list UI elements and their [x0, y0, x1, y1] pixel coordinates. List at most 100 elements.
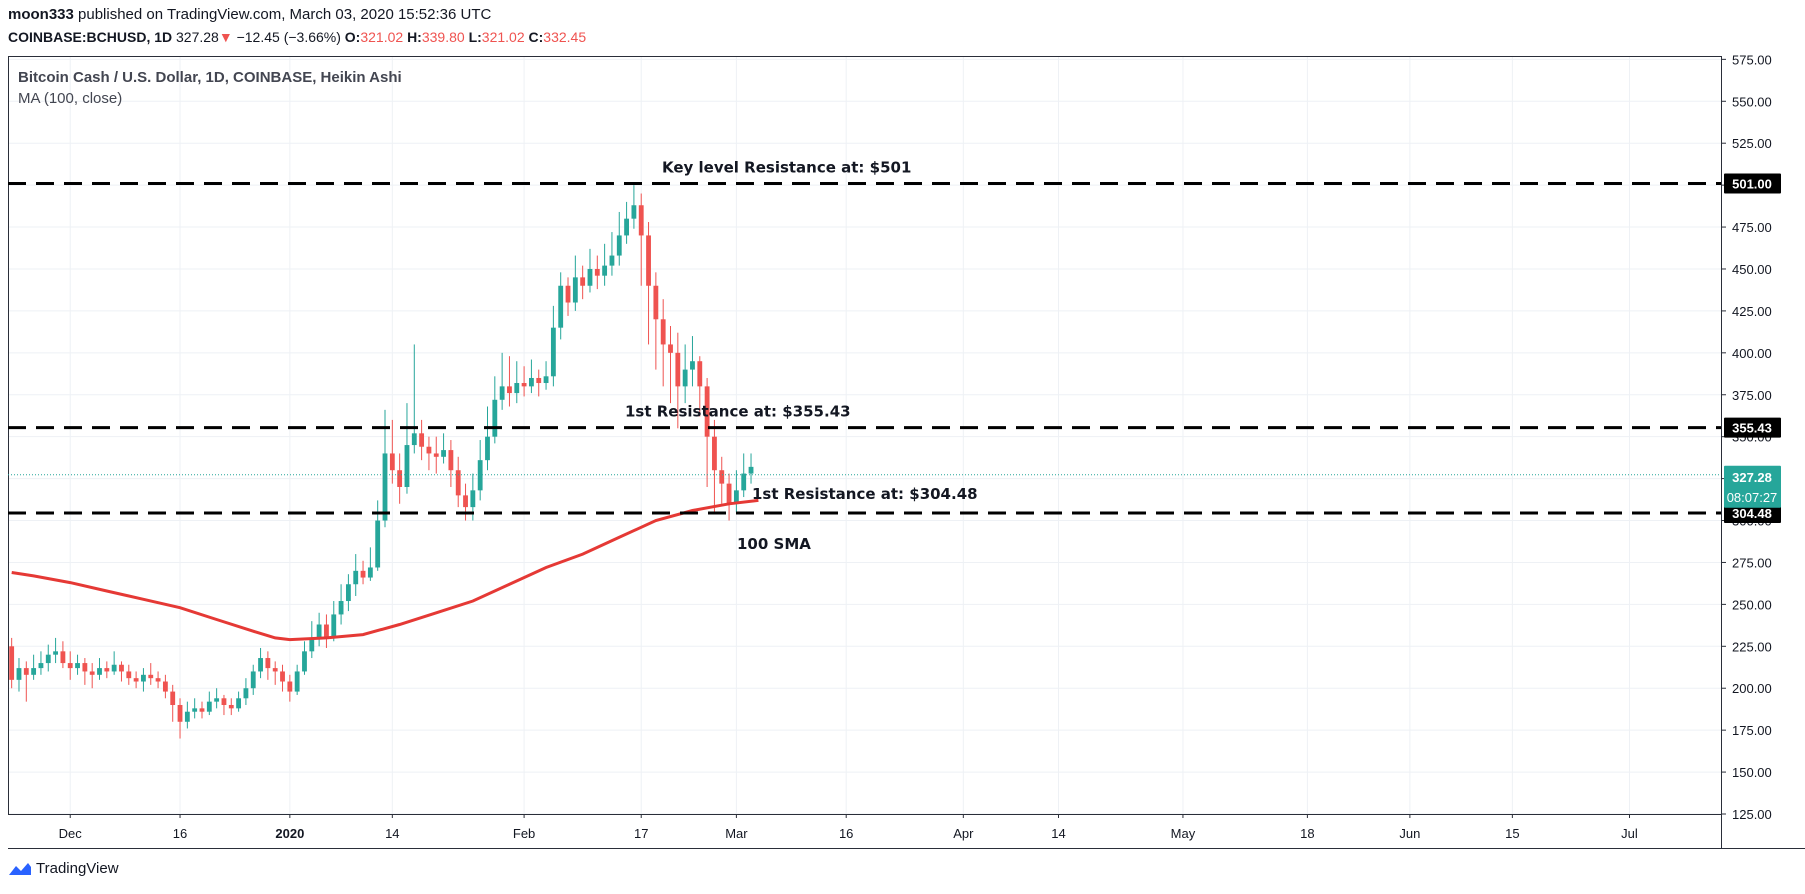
candle-body	[243, 688, 249, 699]
price-tick-label: 375.00	[1732, 388, 1772, 403]
candle-body	[499, 386, 505, 400]
price-tick-label: 200.00	[1732, 681, 1772, 696]
candle-body	[89, 671, 95, 675]
time-tick-label: 17	[634, 826, 648, 841]
time-tick-label: 16	[173, 826, 187, 841]
ma-annotation: 100 SMA	[737, 535, 811, 553]
candle-body	[726, 483, 732, 504]
brand-footer[interactable]: TradingView	[8, 860, 119, 877]
candle-body	[287, 681, 293, 692]
resistance-label: 1st Resistance at: $304.48	[752, 485, 978, 503]
candle-body	[536, 377, 542, 384]
candle-body	[682, 369, 688, 387]
price-tick-label: 225.00	[1732, 639, 1772, 654]
time-tick-label: Jul	[1621, 826, 1638, 841]
candle-body	[45, 654, 51, 664]
candle-body	[141, 674, 146, 682]
candle-body	[324, 624, 329, 638]
candle-body	[704, 386, 710, 437]
time-axis[interactable]: Dec 16 2020 14 Feb 17 Mar 16 Apr 14 May 18 Jun 15 Jul	[59, 814, 1638, 841]
candle-body	[514, 383, 520, 394]
time-tick-label: Mar	[725, 826, 748, 841]
candle-body	[111, 664, 117, 672]
candle-body	[170, 691, 176, 705]
candle-body	[397, 470, 403, 487]
time-tick-label: 14	[385, 826, 399, 841]
candle-body	[192, 708, 198, 712]
symbol-name: COINBASE:BCHUSD, 1D	[8, 29, 173, 45]
price-tag-label: 501.00	[1732, 176, 1772, 191]
candle-body	[521, 383, 527, 387]
candle-body	[448, 450, 454, 471]
candle-body	[675, 352, 681, 387]
time-tick-label: 16	[839, 826, 853, 841]
resistance-label: 1st Resistance at: $355.43	[625, 403, 851, 421]
candle-body	[616, 235, 622, 256]
candle-body	[580, 277, 586, 286]
price-tick-label: 450.00	[1732, 262, 1772, 277]
price-tick-label: 250.00	[1732, 597, 1772, 612]
price-tick-label: 475.00	[1732, 220, 1772, 235]
candle-body	[155, 678, 161, 682]
candle-body	[228, 704, 234, 709]
candle-body	[697, 361, 703, 387]
candle-body	[23, 668, 29, 675]
time-tick-label: Dec	[59, 826, 83, 841]
candle-body	[119, 664, 124, 672]
candle-body	[280, 671, 285, 682]
candle-body	[719, 470, 725, 484]
candle-body	[265, 658, 271, 669]
publish-date: published on TradingView.com, March 03, …	[73, 6, 492, 23]
low-label: L:	[468, 29, 482, 45]
author-name[interactable]: moon333	[8, 6, 74, 23]
candles	[9, 185, 754, 739]
candle-body	[75, 663, 80, 669]
candle-body	[492, 399, 498, 437]
ma-line	[11, 498, 759, 642]
candle-body	[411, 433, 417, 446]
candle-body	[53, 651, 58, 655]
candle-body	[345, 584, 351, 602]
candle-body	[272, 668, 278, 672]
candle-body	[572, 277, 578, 303]
candle-body	[82, 663, 88, 672]
candle-body	[455, 470, 461, 496]
candle-body	[477, 460, 483, 491]
price-tick-label: 400.00	[1732, 346, 1772, 361]
candle-body	[375, 520, 381, 568]
candle-body	[353, 570, 359, 585]
candle-body	[9, 646, 15, 680]
candle-body	[31, 668, 37, 675]
candle-body	[748, 466, 754, 474]
candle-body	[426, 446, 432, 454]
time-tick-label: 2020	[275, 826, 304, 841]
price-tag-box	[1724, 503, 1781, 524]
candle-body	[309, 637, 315, 652]
open-label: O:	[344, 29, 361, 45]
candle-body	[148, 674, 154, 679]
candle-body	[338, 601, 344, 615]
candle-body	[733, 490, 739, 504]
candle-body	[507, 386, 512, 394]
candle-body	[389, 453, 395, 471]
candle-body	[565, 285, 571, 303]
low-value: 321.02	[481, 29, 525, 45]
time-tick-label: 14	[1051, 826, 1065, 841]
candle-body	[104, 668, 110, 672]
price-tag-label: 304.48	[1732, 506, 1772, 521]
time-tick-label: 15	[1505, 826, 1519, 841]
candle-body	[529, 377, 534, 387]
last-price: 327.28	[176, 29, 219, 45]
resistance-levels: Key level Resistance at: $501 1st Resista…	[8, 158, 1721, 515]
candle-body	[594, 268, 600, 276]
candle-body	[236, 698, 242, 709]
candle-body	[419, 433, 425, 447]
last-price-tag-box	[1724, 465, 1781, 508]
time-tick-label: Jun	[1399, 826, 1420, 841]
indicator-legend[interactable]: MA (100, close)	[18, 90, 122, 107]
candle-body	[463, 495, 468, 508]
time-tick-label: May	[1171, 826, 1196, 841]
open-value: 321.02	[360, 29, 404, 45]
candle-body	[646, 235, 651, 286]
